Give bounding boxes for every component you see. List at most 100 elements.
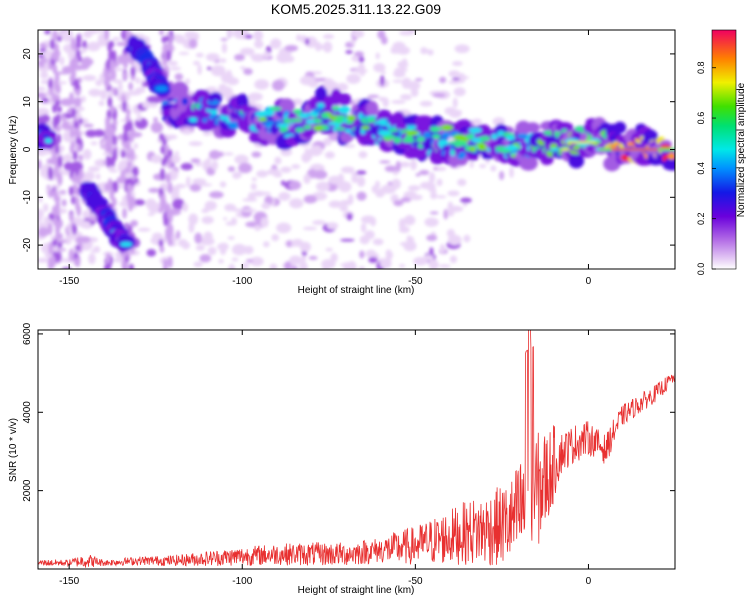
heatmap-cell [47, 166, 53, 180]
heatmap-cell [47, 222, 53, 235]
heatmap-x-ticks: -150 -100 -50 0 [59, 30, 592, 287]
heatmap-cell [232, 208, 244, 212]
heatmap-cell [148, 187, 161, 193]
heatmap-cell [159, 245, 165, 253]
heatmap-cell [448, 140, 461, 145]
heatmap-cell [292, 238, 304, 247]
heatmap-cell [379, 74, 385, 87]
heatmap-cell [125, 30, 131, 36]
heatmap-cell [378, 130, 392, 136]
heatmap-cell [155, 85, 168, 92]
heatmap-cell [243, 68, 253, 76]
heatmap-cell [324, 151, 335, 159]
heatmap-cell [446, 228, 455, 238]
heatmap-cell [76, 97, 82, 106]
heatmap-cell [55, 124, 61, 133]
heatmap-cell [104, 140, 110, 153]
heatmap-cell [180, 162, 193, 171]
heatmap-cell [457, 178, 467, 187]
heatmap-cell [233, 53, 245, 61]
heatmap-cell [280, 180, 286, 186]
heatmap-cell [134, 87, 146, 94]
heatmap-cell [52, 116, 58, 130]
heatmap-cell [112, 37, 121, 42]
heatmap-cell [244, 34, 253, 39]
heatmap-cell [233, 30, 249, 36]
heatmap-cell [663, 157, 675, 171]
heatmap-cell [254, 224, 262, 231]
heatmap-cell [232, 171, 241, 180]
heatmap-cell [171, 185, 180, 194]
snr-xtick-label: -50 [408, 576, 423, 587]
heatmap-cell [479, 135, 491, 142]
heatmap-cell [109, 59, 115, 73]
heatmap-cell [274, 156, 282, 165]
heatmap-cell [219, 181, 227, 188]
heatmap-cell [339, 205, 349, 212]
heatmap-cell [55, 94, 61, 101]
heatmap-cell [407, 214, 412, 222]
heatmap-cell [431, 185, 437, 196]
heatmap-cell [384, 165, 397, 172]
heatmap-cell [111, 67, 126, 72]
heatmap-cell [407, 80, 421, 91]
heatmap-cell [69, 60, 75, 67]
heatmap-cell [49, 38, 55, 50]
heatmap-cell [343, 262, 350, 269]
snr-panel: -150 -100 -50 0 2000 4000 6000 Height of stra… [8, 322, 676, 596]
heatmap-cell [158, 239, 164, 247]
heatmap-cell [166, 50, 171, 62]
heatmap-cell [189, 183, 202, 192]
heatmap-cell [188, 141, 203, 146]
heatmap-cell [68, 248, 74, 262]
heatmap-cell [81, 95, 86, 103]
heatmap-cell [250, 183, 257, 191]
heatmap-cell [336, 82, 349, 92]
heatmap-cell [48, 258, 53, 269]
heatmap-cell [147, 212, 155, 216]
heatmap-cell [303, 173, 311, 184]
heatmap-cell [364, 230, 375, 240]
heatmap-cell [127, 225, 133, 235]
heatmap-cell [303, 125, 312, 130]
heatmap-cell [339, 199, 353, 206]
heatmap-cell [52, 104, 57, 114]
heatmap-cell [182, 128, 192, 135]
heatmap-cell [70, 140, 76, 149]
heatmap-cell [509, 167, 514, 178]
heatmap-cell [296, 34, 302, 42]
heatmap-cell [230, 217, 237, 226]
heatmap-cell [254, 79, 270, 90]
heatmap-xtick-label: 0 [586, 276, 592, 287]
heatmap-cell [38, 86, 47, 92]
heatmap-cell [284, 44, 299, 52]
heatmap-cell [410, 88, 419, 97]
heatmap-cell [178, 51, 190, 55]
heatmap-cell [451, 61, 463, 66]
heatmap-cell [395, 160, 401, 172]
colorbar-tick-label: 0.4 [696, 162, 706, 175]
heatmap-cell [374, 180, 380, 189]
heatmap-cell [406, 235, 412, 244]
heatmap-cell [366, 117, 376, 123]
heatmap-cell [278, 191, 291, 201]
heatmap-cell [109, 188, 115, 201]
heatmap-cell [360, 222, 367, 233]
heatmap-cell [327, 121, 339, 126]
heatmap-cell [195, 244, 205, 251]
heatmap-cell [58, 233, 63, 240]
heatmap-cell [77, 236, 83, 244]
heatmap-cell [168, 169, 179, 181]
heatmap-cell [256, 170, 269, 178]
heatmap-cell [438, 264, 451, 268]
heatmap-cell [38, 159, 42, 170]
heatmap-cell [38, 215, 43, 223]
heatmap-cell [150, 154, 163, 164]
heatmap-cell [346, 115, 356, 121]
heatmap-cell [463, 234, 471, 243]
heatmap-cell [81, 47, 87, 53]
heatmap-cell [111, 87, 117, 95]
heatmap-cell [393, 137, 402, 144]
heatmap-cell [223, 152, 234, 156]
heatmap-cell [475, 124, 492, 139]
